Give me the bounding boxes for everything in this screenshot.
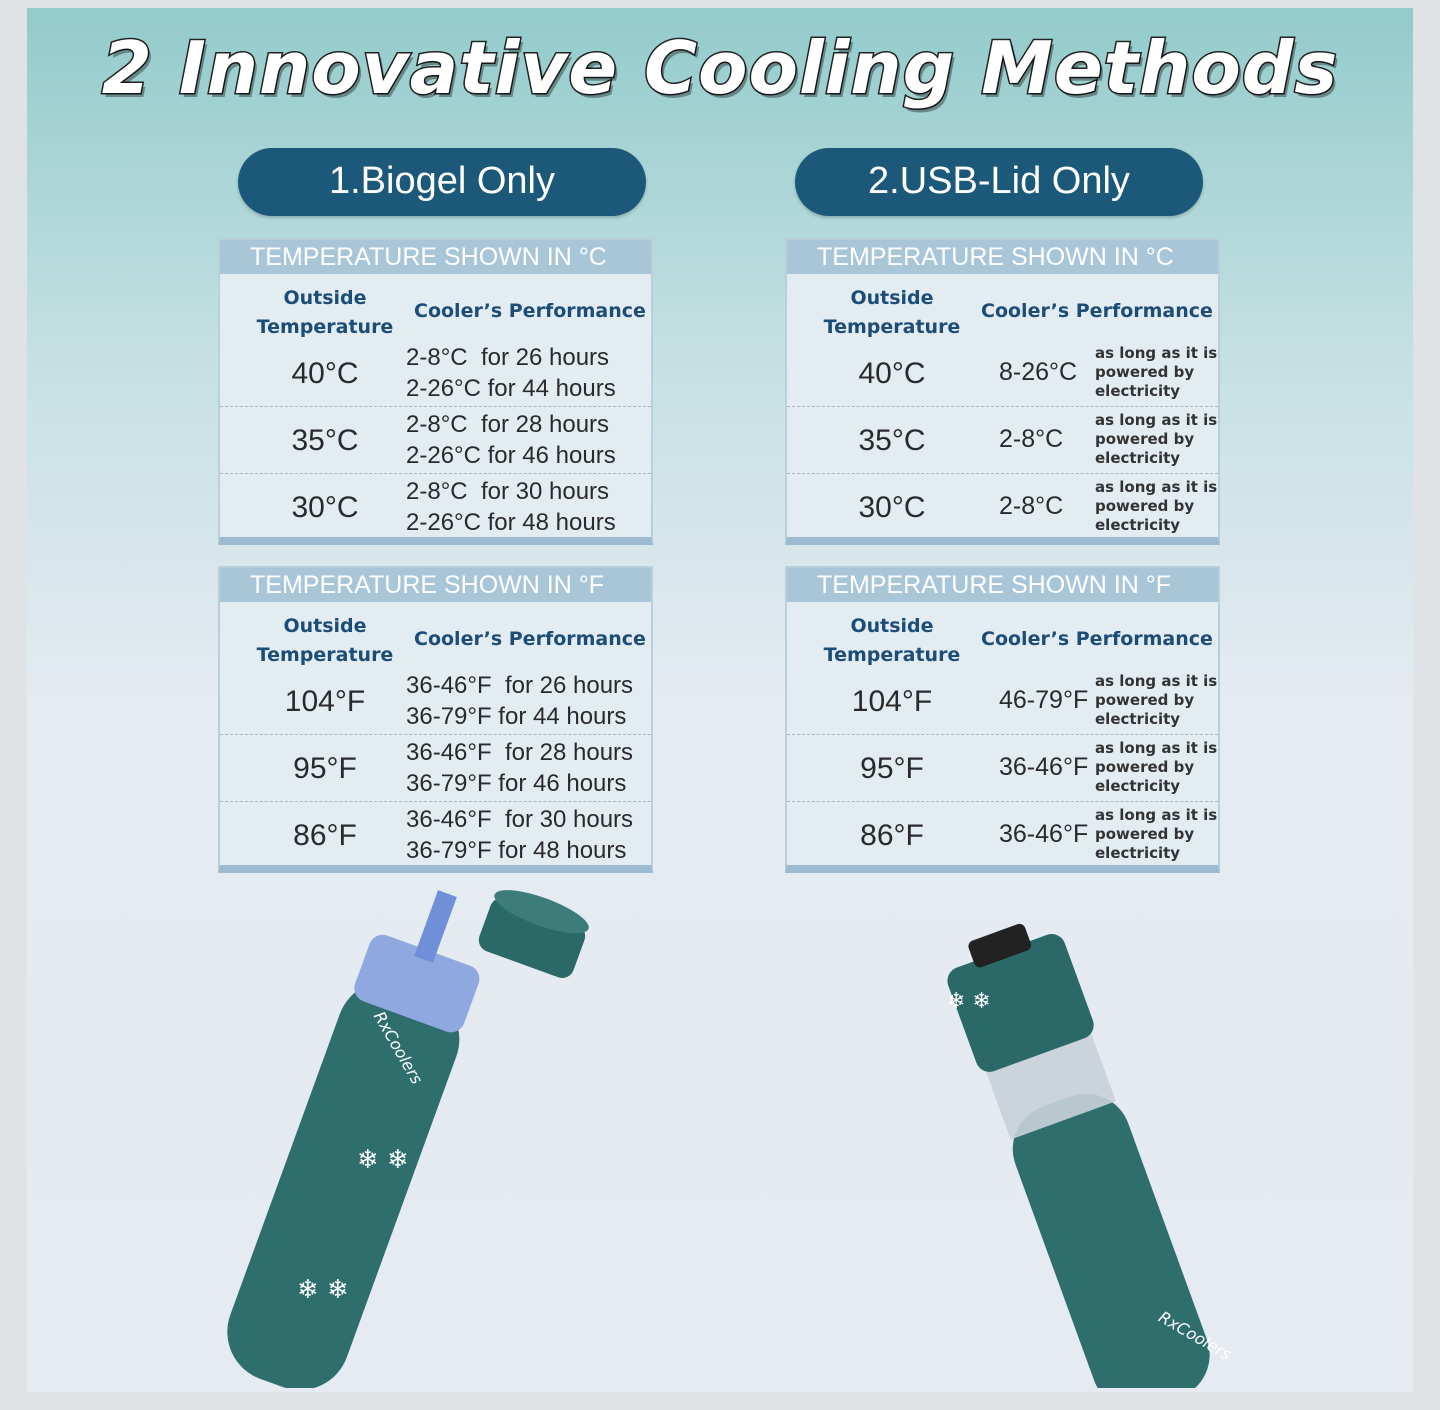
performance-line: 36-79°F for 48 hours: [406, 837, 627, 864]
performance-header: Cooler’s Performance: [414, 300, 646, 322]
performance-line: 2-8°C for 26 hours: [406, 344, 610, 371]
method-1-label: 1.Biogel Only: [238, 148, 646, 216]
performance-header: Cooler’s Performance: [414, 628, 646, 650]
table-row: 95°F 36-46°F as long as it is powered by e…: [787, 735, 1218, 802]
outside-temperature-header: Outside Temperature: [787, 612, 997, 670]
performance-line: 36-46°F for 28 hours: [406, 739, 634, 766]
table-row: 86°F 36-46°F as long as it is powered by e…: [787, 802, 1218, 869]
product-infographic: 2 Innovative Cooling Methods 1.Biogel On…: [27, 8, 1413, 1392]
table-row: 95°F 36-46°F for 28 hours 36-79°F for 46 h…: [220, 735, 651, 802]
table-row: 35°C 2-8°C for 28 hours 2-26°C for 46 hour…: [220, 407, 651, 474]
header-line: Temperature: [823, 644, 961, 666]
performance-line: 36-79°F for 46 hours: [406, 770, 627, 797]
outside-temperature: 35°C: [858, 424, 926, 457]
performance-line: 2-8°C for 30 hours: [406, 478, 610, 505]
power-note: as long as it is powered by electricity: [1095, 739, 1218, 795]
outside-temperature: 95°F: [293, 752, 357, 785]
outside-temperature-header: Outside Temperature: [220, 284, 430, 342]
temperature-range: 2-8°C: [999, 425, 1064, 453]
table-header: TEMPERATURE SHOWN IN °F: [220, 568, 651, 602]
header-line: Temperature: [823, 316, 961, 338]
power-note: as long as it is powered by electricity: [1095, 411, 1218, 467]
table-header: TEMPERATURE SHOWN IN °F: [787, 568, 1218, 602]
performance: 36-46°F for 28 hours 36-79°F for 46 hours: [406, 737, 633, 799]
temperature-table: TEMPERATURE SHOWN IN °C Outside Temperatur…: [218, 238, 653, 545]
table-row: 40°C 8-26°C as long as it is powered by el…: [787, 340, 1218, 407]
outside-temperature-header: Outside Temperature: [787, 284, 997, 342]
outside-temperature: 30°C: [858, 491, 926, 524]
performance-line: 2-26°C for 46 hours: [406, 442, 616, 469]
table-row: 86°F 36-46°F for 30 hours 36-79°F for 48 h…: [220, 802, 651, 869]
outside-temperature-header: Outside Temperature: [220, 612, 430, 670]
column-headers: Outside Temperature Cooler’s Performance: [787, 602, 1218, 668]
outside-temperature: 40°C: [291, 357, 359, 390]
table-row: 30°C 2-8°C as long as it is powered by ele…: [787, 474, 1218, 541]
page-title: 2 Innovative Cooling Methods: [100, 25, 1339, 112]
performance-line: 2-26°C for 48 hours: [406, 509, 616, 536]
temperature-range: 46-79°F: [999, 686, 1089, 714]
performance: 2-8°C for 28 hours 2-26°C for 46 hours: [406, 409, 616, 471]
usb-lid-bottle-image: RxCoolers ❄ ❄: [947, 923, 1235, 1388]
header-line: Outside: [283, 615, 367, 637]
performance: 36-46°F for 26 hours 36-79°F for 44 hours: [406, 670, 633, 732]
table-row: 40°C 2-8°C for 26 hours 2-26°C for 44 hour…: [220, 340, 651, 407]
power-note: as long as it is powered by electricity: [1095, 806, 1218, 862]
performance-line: 36-46°F for 30 hours: [406, 806, 634, 833]
header-line: Outside: [283, 287, 367, 309]
column-headers: Outside Temperature Cooler’s Performance: [220, 602, 651, 668]
performance: 2-8°C for 26 hours 2-26°C for 44 hours: [406, 342, 616, 404]
outside-temperature: 30°C: [291, 491, 359, 524]
temperature-range: 2-8°C: [999, 492, 1064, 520]
outside-temperature: 95°F: [860, 752, 924, 785]
temperature-range: 36-46°F: [999, 820, 1089, 848]
header-line: Outside: [850, 615, 934, 637]
power-note: as long as it is powered by electricity: [1095, 478, 1218, 534]
performance: 2-8°C for 30 hours 2-26°C for 48 hours: [406, 476, 616, 538]
table-row: 104°F 46-79°F as long as it is powered by …: [787, 668, 1218, 735]
column-headers: Outside Temperature Cooler’s Performance: [787, 274, 1218, 340]
outside-temperature: 35°C: [291, 424, 359, 457]
outside-temperature: 40°C: [858, 357, 926, 390]
power-note: as long as it is powered by electricity: [1095, 344, 1218, 400]
outside-temperature: 86°F: [293, 819, 357, 852]
column-headers: Outside Temperature Cooler’s Performance: [220, 274, 651, 340]
performance-line: 2-8°C for 28 hours: [406, 411, 610, 438]
snowflake-icon: ❄ ❄: [297, 1275, 349, 1305]
method-2-label: 2.USB-Lid Only: [795, 148, 1203, 216]
performance-line: 2-26°C for 44 hours: [406, 375, 616, 402]
temperature-table: TEMPERATURE SHOWN IN °F Outside Temperatur…: [785, 566, 1220, 873]
temperature-range: 8-26°C: [999, 358, 1078, 386]
performance-line: 36-46°F for 26 hours: [406, 672, 634, 699]
power-note: as long as it is powered by electricity: [1095, 672, 1218, 728]
performance-header: Cooler’s Performance: [981, 300, 1213, 322]
performance: 36-46°F for 30 hours 36-79°F for 48 hours: [406, 804, 633, 866]
table-row: 35°C 2-8°C as long as it is powered by ele…: [787, 407, 1218, 474]
table-header: TEMPERATURE SHOWN IN °C: [787, 240, 1218, 274]
temperature-table: TEMPERATURE SHOWN IN °F Outside Temperatur…: [218, 566, 653, 873]
table-row: 30°C 2-8°C for 30 hours 2-26°C for 48 hour…: [220, 474, 651, 541]
snowflake-icon: ❄ ❄: [947, 989, 991, 1014]
table-header: TEMPERATURE SHOWN IN °C: [220, 240, 651, 274]
temperature-range: 36-46°F: [999, 753, 1089, 781]
outside-temperature: 104°F: [284, 685, 366, 718]
performance-header: Cooler’s Performance: [981, 628, 1213, 650]
header-line: Temperature: [256, 316, 394, 338]
outside-temperature: 104°F: [851, 685, 933, 718]
temperature-table: TEMPERATURE SHOWN IN °C Outside Temperatur…: [785, 238, 1220, 545]
snowflake-icon: ❄ ❄: [357, 1145, 409, 1175]
header-line: Outside: [850, 287, 934, 309]
performance-line: 36-79°F for 44 hours: [406, 703, 627, 730]
product-images: RxCoolers ❄ ❄ ❄ ❄ RxCoolers ❄ ❄: [227, 890, 1235, 1388]
biogel-bottle-image: RxCoolers ❄ ❄ ❄ ❄: [227, 890, 589, 1388]
header-line: Temperature: [256, 644, 394, 666]
outside-temperature: 86°F: [860, 819, 924, 852]
table-row: 104°F 36-46°F for 26 hours 36-79°F for 44 …: [220, 668, 651, 735]
